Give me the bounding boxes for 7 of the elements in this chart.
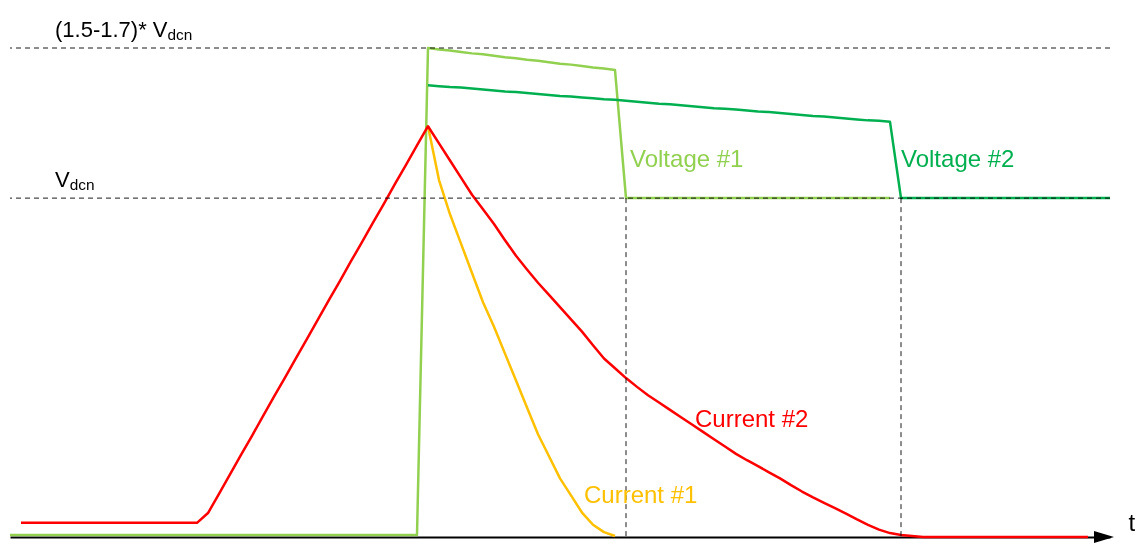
x-axis-title: t bbox=[1128, 508, 1136, 536]
ref-line-label: V$_{dcn}$ bbox=[55, 167, 95, 194]
ref-line-label: (1.5-1.7)* V$_{dcn}$ bbox=[55, 17, 193, 44]
series-label: Current #1 bbox=[584, 480, 698, 508]
series-label: Voltage #1 bbox=[630, 145, 744, 173]
series-label: Voltage #2 bbox=[901, 145, 1015, 173]
series-label: Current #2 bbox=[695, 404, 809, 432]
